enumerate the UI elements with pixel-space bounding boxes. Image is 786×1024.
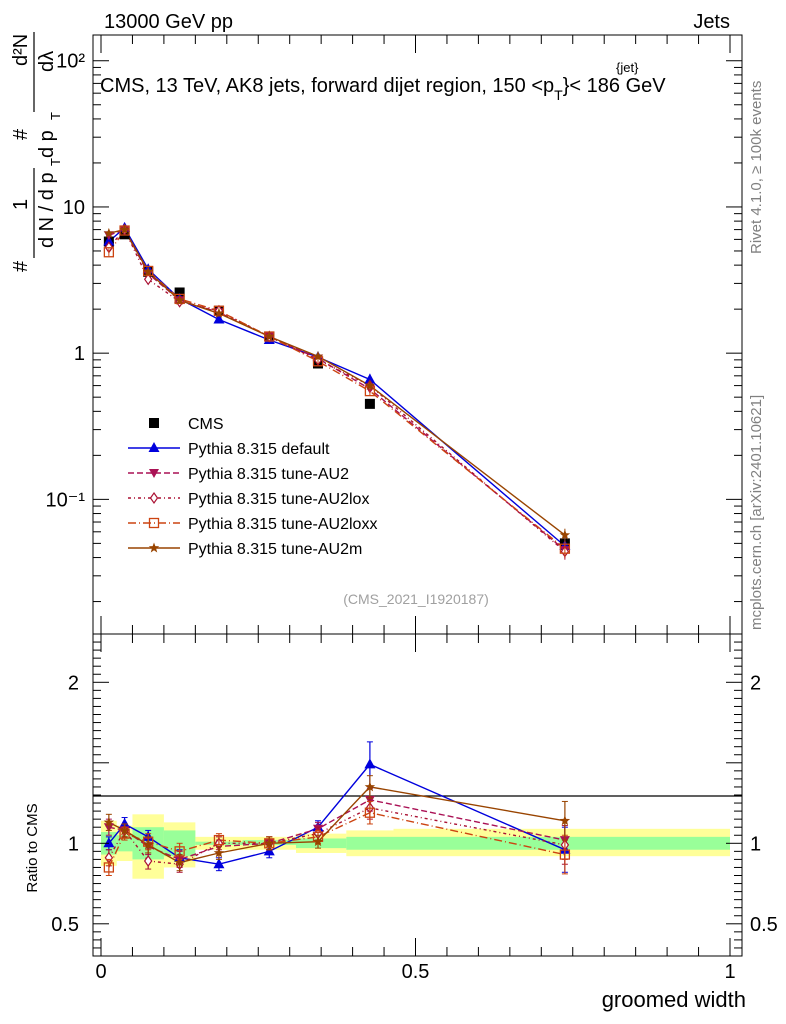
- ratio-point-pythia-8-315-tune-au2m: [312, 836, 324, 847]
- series-point-pythia-8-315-tune-au2m: [103, 227, 115, 238]
- legend-label-pythia-8-315-tune-au2: Pythia 8.315 tune-AU2: [188, 466, 349, 483]
- series-point-pythia-8-315-tune-au2loxx: [559, 543, 571, 554]
- cms-point: [364, 398, 375, 409]
- svg-text:#: #: [10, 128, 32, 140]
- series-point-pythia-8-315-tune-au2m: [264, 331, 275, 341]
- ratio-point-pythia-8-315-tune-au2m: [364, 781, 376, 792]
- legend-label-cms: CMS: [188, 416, 224, 433]
- legend-marker-pythia-8-315-tune-au2loxx: [148, 517, 160, 529]
- ratio-point-pythia-8-315-tune-au2loxx: [213, 834, 225, 846]
- ratio-point-pythia-8-315-tune-au2m: [174, 857, 185, 868]
- mcplots-label: mcplots.cern.ch [arXiv:2401.10621]: [748, 395, 765, 630]
- svg-text:d²N: d²N: [10, 34, 32, 66]
- stat-uncertainty-band: [393, 836, 730, 850]
- ratio-point-pythia-8-315-tune-au2loxx: [103, 862, 115, 873]
- series-point-pythia-8-315-tune-au2m: [559, 529, 571, 540]
- legend-marker-pythia-8-315-tune-au2: [149, 469, 159, 478]
- legend-label-pythia-8-315-tune-au2lox: Pythia 8.315 tune-AU2lox: [188, 491, 369, 508]
- legend-label-pythia-8-315-tune-au2m: Pythia 8.315 tune-AU2m: [188, 541, 362, 558]
- svg-text:T: T: [48, 112, 63, 120]
- svg-text:d p: d p: [36, 130, 58, 158]
- ratio-point-pythia-8-315-tune-au2m: [264, 837, 275, 848]
- x-tick-label: 0: [95, 961, 106, 983]
- series-point-pythia-8-315-tune-au2lox: [143, 273, 153, 286]
- svg-text:CMS, 13 TeV, AK8 jets, forward: CMS, 13 TeV, AK8 jets, forward dijet reg…: [100, 75, 666, 103]
- ratio-point-pythia-8-315-tune-au2loxx: [364, 807, 376, 818]
- series-point-pythia-8-315-default: [364, 373, 376, 384]
- ratio-y-tick-label: 1: [68, 833, 79, 855]
- analysis-watermark: (CMS_2021_I1920187): [343, 591, 489, 607]
- ratio-plot-area: [103, 741, 571, 876]
- svg-text:{jet}: {jet}: [616, 60, 639, 75]
- ratio-point-pythia-8-315-default: [119, 817, 131, 828]
- series-line-pythia-8-315-tune-au2m: [108, 228, 566, 536]
- rivet-version-label: Rivet 4.1.0, ≥ 100k events: [748, 81, 765, 254]
- ratio-y-tick-label-right: 1: [750, 833, 761, 855]
- main-y-tick-label: 1: [74, 343, 85, 365]
- ratio-point-pythia-8-315-tune-au2m: [119, 824, 130, 835]
- x-axis: 0 0.5 1: [95, 35, 736, 983]
- category-label: Jets: [693, 11, 730, 33]
- series-point-pythia-8-315-default: [213, 313, 225, 324]
- svg-text:dλ: dλ: [36, 51, 58, 72]
- legend-marker-pythia-8-315-default: [148, 442, 160, 452]
- series-point-pythia-8-315-tune-au2m: [174, 294, 185, 305]
- stat-uncertainty-band: [116, 835, 133, 852]
- ratio-y-axis: 0.5 0.5 1 1 2 2: [51, 633, 778, 957]
- ratio-point-pythia-8-315-tune-au2m: [559, 815, 571, 826]
- series-point-pythia-8-315-tune-au2m: [142, 266, 154, 277]
- ratio-point-pythia-8-315-tune-au2lox: [143, 854, 153, 868]
- svg-text:T: T: [48, 158, 63, 166]
- main-plot-area: [103, 221, 571, 560]
- ratio-point-pythia-8-315-tune-au2loxx: [559, 849, 571, 860]
- ratio-point-pythia-8-315-default: [103, 837, 115, 848]
- ratio-point-pythia-8-315-tune-au2m: [142, 839, 154, 850]
- legend-marker-pythia-8-315-tune-au2m: [148, 542, 160, 553]
- stat-uncertainty-band: [346, 836, 394, 850]
- series-point-pythia-8-315-default: [103, 235, 115, 246]
- ratio-point-pythia-8-315-default: [213, 858, 225, 869]
- ratio-y-tick-label: 2: [68, 672, 79, 694]
- legend-label-pythia-8-315-default: Pythia 8.315 default: [188, 441, 330, 458]
- plot-title: CMS, 13 TeV, AK8 jets, forward dijet reg…: [100, 60, 666, 103]
- main-y-axis-label: # 1 d N / d p T # d p T d²N dλ: [10, 32, 63, 272]
- energy-label: 13000 GeV pp: [104, 11, 233, 33]
- series-point-pythia-8-315-tune-au2m: [312, 350, 324, 361]
- x-axis-label: groomed width: [602, 987, 746, 1012]
- stat-uncertainty-band: [295, 838, 347, 849]
- x-tick-label: 1: [724, 961, 735, 983]
- main-y-axis: 10⁻¹ 1 10 10²: [46, 51, 742, 603]
- series-line-pythia-8-315-tune-au2lox: [108, 228, 566, 553]
- legend-marker-cms: [149, 418, 159, 428]
- ratio-y-axis-label: Ratio to CMS: [24, 803, 41, 892]
- series-point-pythia-8-315-tune-au2loxx: [103, 247, 115, 258]
- ratio-y-tick-label: 0.5: [51, 914, 79, 936]
- legend-label-pythia-8-315-tune-au2loxx: Pythia 8.315 tune-AU2loxx: [188, 516, 377, 533]
- svg-text:d N / d p: d N / d p: [36, 172, 58, 248]
- main-y-tick-label: 10⁻¹: [46, 489, 86, 511]
- series-point-pythia-8-315-tune-au2m: [364, 380, 376, 391]
- ratio-point-pythia-8-315-tune-au2m: [213, 847, 225, 858]
- cms-point: [174, 287, 185, 298]
- main-y-tick-label: 10²: [56, 51, 85, 73]
- series-point-pythia-8-315-tune-au2m: [119, 224, 130, 235]
- series-point-pythia-8-315-tune-au2m: [213, 307, 225, 318]
- x-tick-label: 0.5: [402, 961, 430, 983]
- ratio-y-tick-label-right: 2: [750, 672, 761, 694]
- legend-marker-pythia-8-315-tune-au2lox: [149, 491, 159, 505]
- ratio-y-tick-label-right: 0.5: [750, 914, 778, 936]
- svg-text:#: #: [10, 260, 32, 272]
- ratio-point-pythia-8-315-tune-au2m: [103, 816, 115, 827]
- svg-text:1: 1: [10, 199, 32, 210]
- ratio-point-pythia-8-315-default: [263, 845, 275, 856]
- main-y-tick-label: 10: [63, 197, 85, 219]
- legend: CMS Pythia 8.315 default Pythia 8.315 tune…: [128, 416, 377, 558]
- ratio-point-pythia-8-315-default: [364, 758, 376, 769]
